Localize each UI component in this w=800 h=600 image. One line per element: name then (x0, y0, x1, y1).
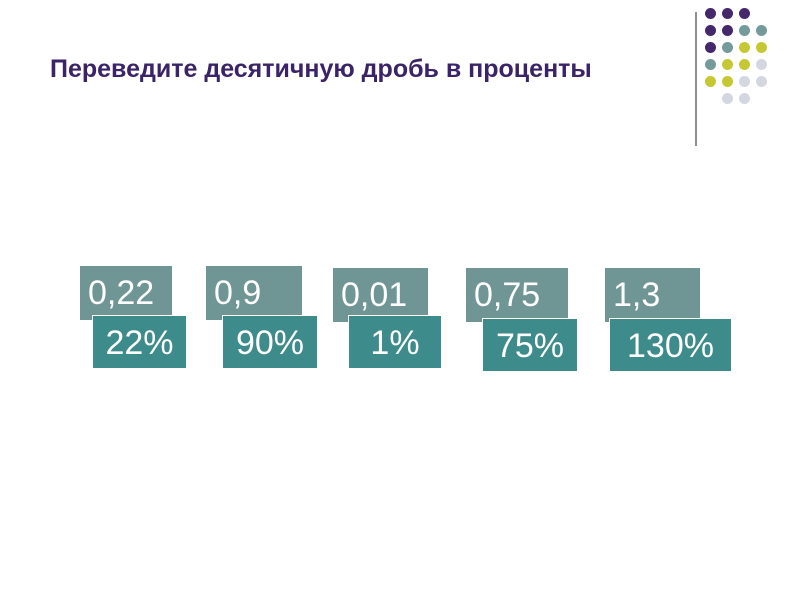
decorative-dot (756, 59, 767, 70)
percent-value: 22% (105, 324, 174, 362)
decimal-box-4: 0,75 (466, 268, 568, 322)
decimal-value: 1,3 (613, 276, 661, 314)
percent-value: 90% (235, 324, 305, 362)
decimal-value: 0,75 (474, 276, 541, 314)
decorative-dot (722, 42, 733, 53)
decorative-dot (705, 76, 716, 87)
decimal-box-2: 0,9 (206, 266, 302, 320)
percent-value: 75% (495, 327, 565, 365)
decorative-dot (705, 25, 716, 36)
decorative-dot (739, 93, 750, 104)
divider-line (695, 12, 697, 146)
decorative-dot (756, 42, 767, 53)
slide-title: Переведите десятичную дробь в проценты (50, 55, 592, 83)
percent-box-1: 22% (92, 315, 187, 369)
decimal-box-3: 0,01 (333, 268, 428, 322)
decimal-value: 0,01 (341, 276, 408, 314)
decorative-dot (722, 8, 733, 19)
decimal-value: 0,9 (214, 274, 262, 312)
decorative-dot (722, 76, 733, 87)
percent-box-5: 130% (609, 318, 732, 372)
percent-value: 130% (627, 327, 714, 365)
decorative-dot (705, 8, 716, 19)
decorative-dot (722, 93, 733, 104)
decorative-dot (705, 42, 716, 53)
decorative-dot (739, 42, 750, 53)
decorative-dot (705, 59, 716, 70)
decorative-dot (739, 76, 750, 87)
decorative-dot (756, 76, 767, 87)
decorative-dot (722, 59, 733, 70)
decorative-dot (739, 8, 750, 19)
decimal-box-1: 0,22 (80, 266, 172, 320)
decorative-dot (756, 25, 767, 36)
decorative-dot-grid (705, 8, 800, 128)
percent-box-3: 1% (348, 315, 442, 369)
decorative-dot (739, 59, 750, 70)
decorative-dot (739, 25, 750, 36)
decimal-box-5: 1,3 (605, 268, 700, 322)
percent-box-2: 90% (222, 315, 318, 369)
percent-box-4: 75% (482, 318, 578, 372)
decorative-dot (722, 25, 733, 36)
percent-value: 1% (370, 324, 420, 362)
decimal-value: 0,22 (88, 274, 155, 312)
